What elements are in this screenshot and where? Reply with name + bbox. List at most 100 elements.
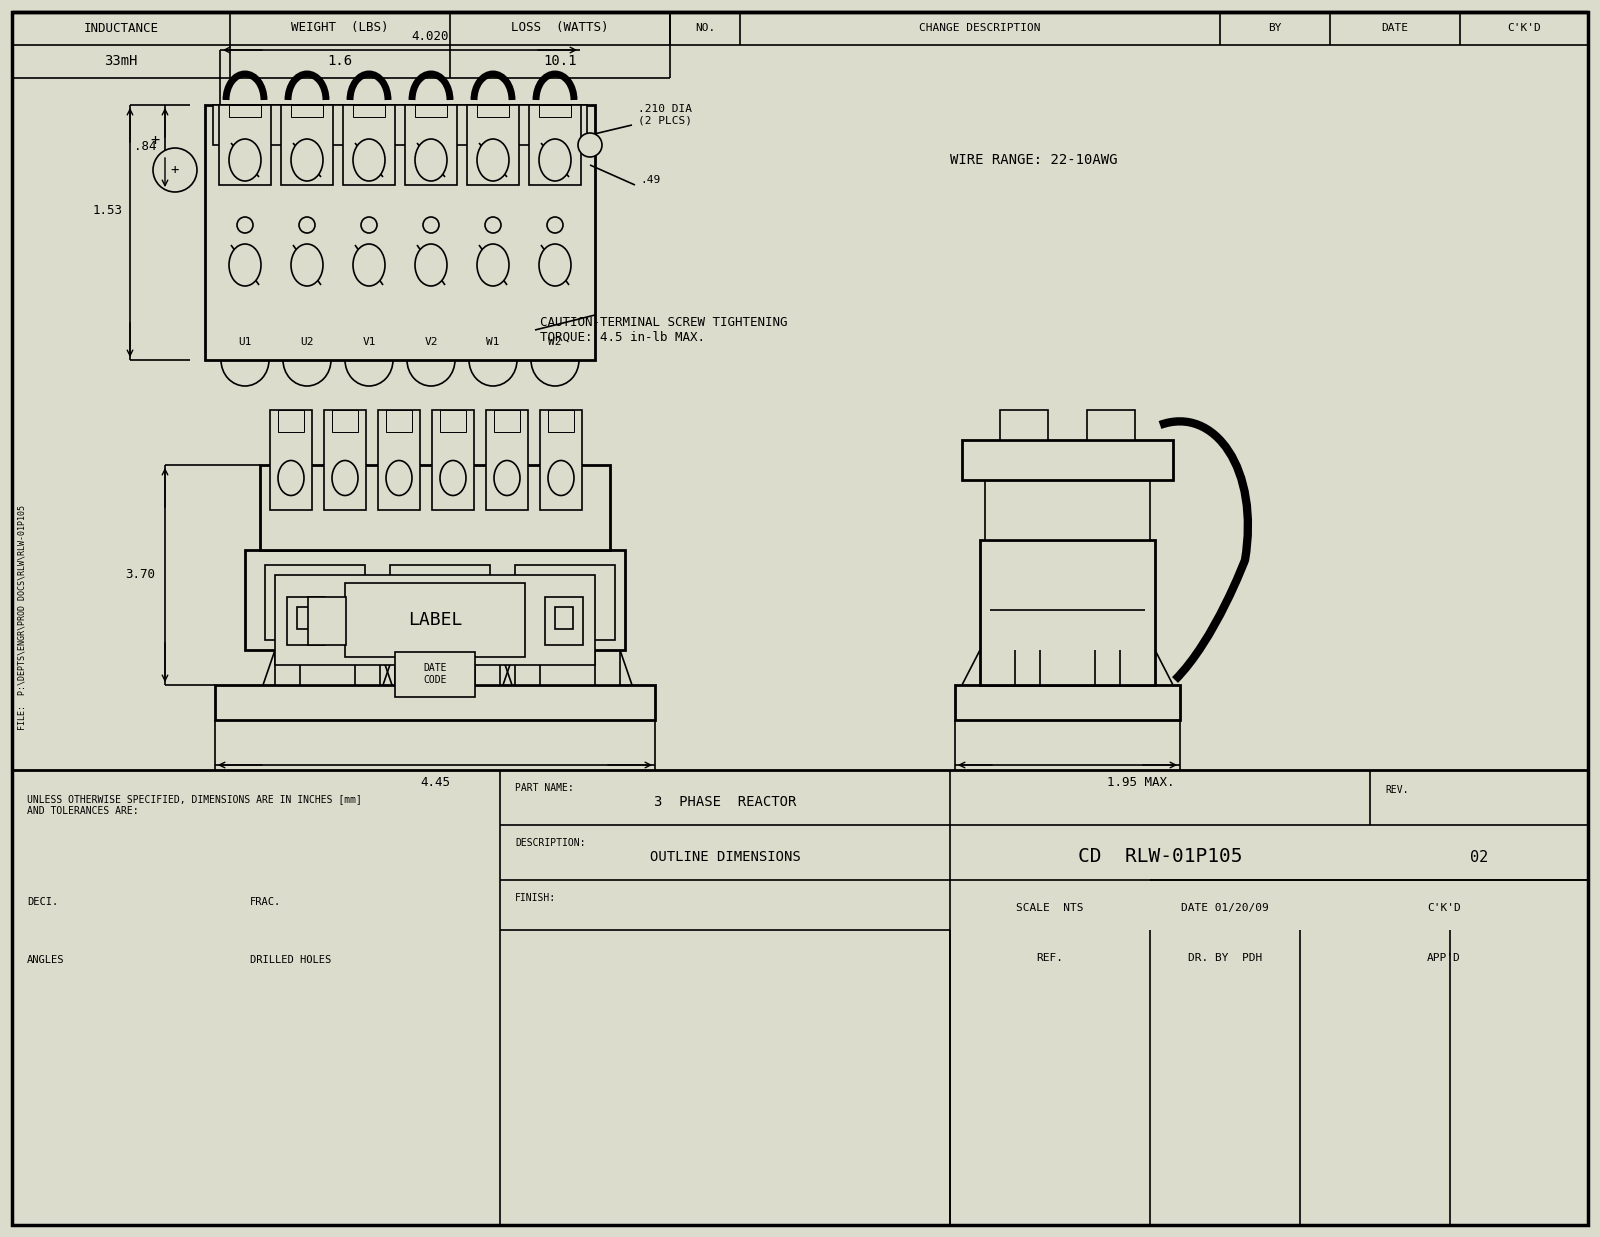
Text: DR. BY  PDH: DR. BY PDH xyxy=(1187,952,1262,962)
Bar xyxy=(323,409,366,510)
Ellipse shape xyxy=(494,460,520,496)
Circle shape xyxy=(422,216,438,233)
Ellipse shape xyxy=(477,139,509,181)
Text: C'K'D: C'K'D xyxy=(1507,24,1541,33)
Ellipse shape xyxy=(354,244,386,286)
Text: V1: V1 xyxy=(362,336,376,348)
Text: DESCRIPTION:: DESCRIPTION: xyxy=(515,837,586,849)
Text: DATE: DATE xyxy=(1381,24,1408,33)
Text: 4.020: 4.020 xyxy=(411,30,448,42)
Bar xyxy=(541,409,582,510)
Bar xyxy=(333,409,358,432)
Bar xyxy=(245,550,626,649)
Text: SCALE  NTS: SCALE NTS xyxy=(1016,903,1083,913)
Ellipse shape xyxy=(291,244,323,286)
Text: DRILLED HOLES: DRILLED HOLES xyxy=(250,955,331,965)
Text: WIRE RANGE: 22-10AWG: WIRE RANGE: 22-10AWG xyxy=(950,153,1117,167)
Bar xyxy=(555,607,573,628)
Circle shape xyxy=(154,148,197,192)
Text: LOSS  (WATTS): LOSS (WATTS) xyxy=(512,21,608,35)
Bar xyxy=(515,565,614,640)
Text: ANGLES: ANGLES xyxy=(27,955,64,965)
Text: C'K'D: C'K'D xyxy=(1427,903,1461,913)
Text: 1.95 MAX.: 1.95 MAX. xyxy=(1107,777,1174,789)
Bar xyxy=(219,105,270,186)
Text: DATE 01/20/09: DATE 01/20/09 xyxy=(1181,903,1269,913)
Bar xyxy=(346,583,525,657)
Text: U2: U2 xyxy=(301,336,314,348)
Bar xyxy=(432,409,474,510)
Bar xyxy=(467,105,518,186)
Text: W2: W2 xyxy=(549,336,562,348)
Bar xyxy=(986,480,1150,541)
Text: U1: U1 xyxy=(238,336,251,348)
Bar xyxy=(282,105,333,186)
Bar xyxy=(494,409,520,432)
Bar xyxy=(955,685,1181,720)
Bar xyxy=(259,465,610,550)
Text: FRAC.: FRAC. xyxy=(250,897,282,907)
Text: LABEL: LABEL xyxy=(408,611,462,628)
Text: UNLESS OTHERWISE SPECIFIED, DIMENSIONS ARE IN INCHES [mm]
AND TOLERANCES ARE:: UNLESS OTHERWISE SPECIFIED, DIMENSIONS A… xyxy=(27,794,362,815)
Circle shape xyxy=(547,216,563,233)
Bar xyxy=(405,105,458,186)
Bar xyxy=(291,105,323,118)
Ellipse shape xyxy=(229,244,261,286)
Bar xyxy=(275,649,381,685)
Bar xyxy=(395,652,475,696)
Text: 3  PHASE  REACTOR: 3 PHASE REACTOR xyxy=(654,795,797,809)
Ellipse shape xyxy=(414,139,446,181)
Text: 1.6: 1.6 xyxy=(328,54,352,68)
Ellipse shape xyxy=(539,139,571,181)
Bar xyxy=(275,575,595,666)
Bar xyxy=(386,409,413,432)
Bar xyxy=(307,597,346,644)
Text: OUTLINE DIMENSIONS: OUTLINE DIMENSIONS xyxy=(650,850,800,863)
Text: FILE:  P:\DEPTS\ENGR\PROD DOCS\RLW\RLW-01P105: FILE: P:\DEPTS\ENGR\PROD DOCS\RLW\RLW-01… xyxy=(18,506,27,731)
Text: .210 DIA
(2 PLCS): .210 DIA (2 PLCS) xyxy=(638,104,691,126)
Text: CD  RLW-01P105: CD RLW-01P105 xyxy=(1078,847,1242,866)
Bar xyxy=(354,105,386,118)
Bar xyxy=(270,409,312,510)
Bar xyxy=(477,105,509,118)
Bar xyxy=(214,685,654,720)
Ellipse shape xyxy=(539,244,571,286)
Text: APP'D: APP'D xyxy=(1427,952,1461,962)
Bar xyxy=(266,565,365,640)
Bar xyxy=(229,105,261,118)
Bar xyxy=(298,607,315,628)
Bar xyxy=(342,105,395,186)
Bar xyxy=(979,541,1155,685)
Ellipse shape xyxy=(414,244,446,286)
Bar xyxy=(378,409,419,510)
Text: REF.: REF. xyxy=(1037,952,1064,962)
Text: V2: V2 xyxy=(424,336,438,348)
Bar xyxy=(486,409,528,510)
Bar xyxy=(390,565,490,640)
Text: 02: 02 xyxy=(1470,850,1488,865)
Text: BY: BY xyxy=(1269,24,1282,33)
Text: PART NAME:: PART NAME: xyxy=(515,783,574,793)
Text: 1.53: 1.53 xyxy=(93,204,123,216)
Ellipse shape xyxy=(477,244,509,286)
Ellipse shape xyxy=(354,139,386,181)
Bar xyxy=(414,105,446,118)
Bar xyxy=(539,105,571,118)
Text: REV.: REV. xyxy=(1386,785,1408,795)
Bar xyxy=(213,105,587,145)
Text: NO.: NO. xyxy=(694,24,715,33)
Ellipse shape xyxy=(386,460,413,496)
Bar xyxy=(278,409,304,432)
Text: WEIGHT  (LBS): WEIGHT (LBS) xyxy=(291,21,389,35)
Circle shape xyxy=(299,216,315,233)
Text: W1: W1 xyxy=(486,336,499,348)
Text: INDUCTANCE: INDUCTANCE xyxy=(83,21,158,35)
Text: 33mH: 33mH xyxy=(104,54,138,68)
Bar xyxy=(205,105,595,360)
Circle shape xyxy=(578,134,602,157)
Text: CAUTION-TERMINAL SCREW TIGHTENING
TORQUE: 4.5 in-lb MAX.: CAUTION-TERMINAL SCREW TIGHTENING TORQUE… xyxy=(541,315,787,344)
Text: 3.70: 3.70 xyxy=(125,569,155,581)
Bar xyxy=(515,649,621,685)
Ellipse shape xyxy=(291,139,323,181)
Text: +: + xyxy=(150,132,160,147)
